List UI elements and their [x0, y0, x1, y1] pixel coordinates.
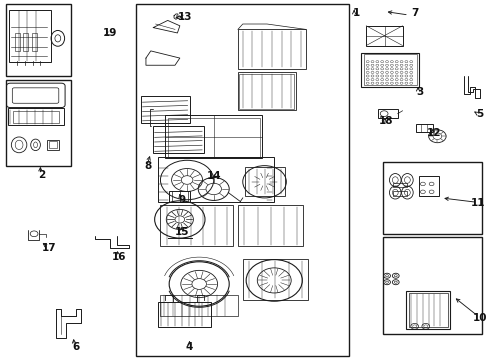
- Text: 17: 17: [41, 243, 56, 253]
- Bar: [239, 74, 293, 109]
- Bar: [378, 109, 397, 118]
- Text: 18: 18: [378, 116, 392, 126]
- Bar: [392, 192, 407, 196]
- Bar: [361, 53, 419, 87]
- Bar: [13, 111, 59, 123]
- Text: 13: 13: [177, 12, 191, 22]
- Text: 8: 8: [144, 161, 152, 171]
- Text: 19: 19: [102, 28, 117, 38]
- Bar: [244, 167, 285, 196]
- Bar: [238, 72, 295, 110]
- Bar: [5, 4, 71, 76]
- Bar: [242, 259, 307, 300]
- Bar: [383, 162, 482, 234]
- Bar: [141, 96, 189, 123]
- Text: 3: 3: [415, 87, 422, 97]
- Text: 14: 14: [206, 171, 221, 181]
- Text: 4: 4: [185, 342, 193, 352]
- Text: 7: 7: [410, 8, 417, 18]
- Bar: [32, 33, 37, 51]
- Text: 16: 16: [112, 252, 126, 262]
- Bar: [9, 10, 50, 62]
- Bar: [406, 291, 449, 329]
- Text: 10: 10: [472, 313, 486, 323]
- Bar: [158, 302, 211, 327]
- Bar: [408, 293, 447, 327]
- Bar: [238, 30, 305, 69]
- Bar: [383, 237, 482, 334]
- Bar: [160, 205, 233, 246]
- Bar: [160, 295, 238, 316]
- Bar: [153, 126, 203, 153]
- Bar: [392, 183, 407, 187]
- Bar: [363, 54, 416, 85]
- Bar: [23, 33, 28, 51]
- Bar: [167, 118, 259, 157]
- Bar: [415, 124, 432, 132]
- Bar: [165, 116, 262, 158]
- Text: 15: 15: [175, 227, 189, 237]
- Text: 12: 12: [426, 129, 440, 138]
- Bar: [48, 141, 57, 148]
- Bar: [5, 80, 71, 166]
- Bar: [15, 33, 20, 51]
- Bar: [238, 205, 303, 246]
- Bar: [8, 108, 63, 126]
- Bar: [169, 191, 190, 202]
- Text: 11: 11: [469, 198, 484, 208]
- Bar: [158, 157, 274, 202]
- Text: 5: 5: [475, 109, 483, 119]
- Bar: [46, 140, 59, 149]
- Bar: [136, 4, 348, 356]
- Bar: [419, 176, 438, 196]
- Text: 1: 1: [352, 8, 360, 18]
- Text: 9: 9: [178, 195, 185, 205]
- Text: 2: 2: [38, 170, 45, 180]
- Bar: [366, 26, 402, 45]
- Text: 6: 6: [72, 342, 79, 352]
